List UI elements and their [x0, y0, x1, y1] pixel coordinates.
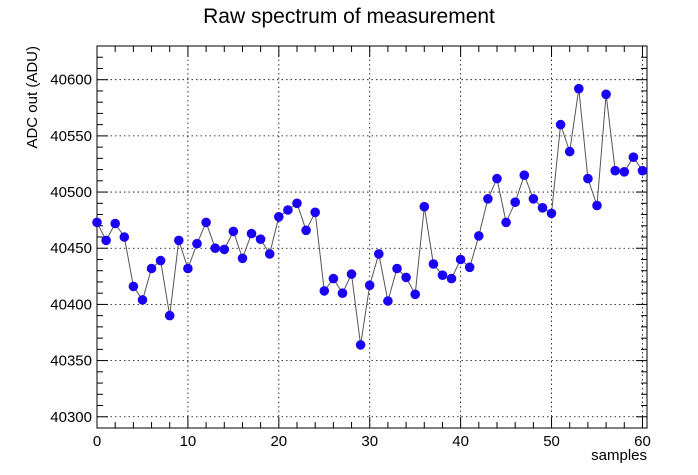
data-point — [101, 236, 111, 246]
x-tick-label: 10 — [180, 433, 197, 450]
x-tick-label: 20 — [270, 433, 287, 450]
data-point — [392, 264, 402, 274]
data-point — [356, 340, 366, 350]
x-tick-label: 0 — [93, 433, 101, 450]
x-axis-label: samples — [591, 447, 647, 464]
data-point — [565, 147, 575, 157]
data-point — [192, 239, 202, 249]
data-point — [610, 166, 620, 176]
data-point — [201, 218, 211, 228]
data-point — [547, 209, 557, 219]
data-point — [310, 208, 320, 218]
data-point — [174, 236, 184, 246]
y-axis-label: ADC out (ADU) — [24, 46, 41, 149]
data-point — [620, 167, 630, 177]
data-point — [220, 245, 230, 255]
data-point — [529, 194, 539, 204]
chart-title: Raw spectrum of measurement — [203, 5, 495, 28]
x-tick-label: 30 — [361, 433, 378, 450]
x-tick-labels: 0 10 20 30 40 50 60 — [93, 433, 651, 450]
data-point — [410, 290, 420, 300]
x-tick-label: 50 — [543, 433, 560, 450]
data-point — [110, 219, 120, 229]
data-point — [229, 227, 239, 237]
data-point — [120, 232, 130, 242]
data-point — [301, 226, 311, 236]
y-tick-label: 40550 — [50, 128, 92, 145]
data-point — [247, 229, 257, 239]
data-point — [483, 194, 493, 204]
data-point — [374, 249, 384, 259]
data-point — [256, 234, 266, 244]
data-point — [238, 253, 248, 263]
data-point — [583, 174, 593, 184]
y-tick-labels: 40300 40350 40400 40450 40500 40550 40600 — [50, 72, 92, 426]
data-point — [420, 202, 430, 212]
x-tick-label: 40 — [452, 433, 469, 450]
y-tick-label: 40300 — [50, 409, 92, 426]
data-point — [601, 90, 611, 100]
data-point — [329, 274, 339, 284]
data-point — [365, 281, 375, 291]
data-point — [592, 201, 602, 211]
data-point — [147, 264, 157, 274]
data-point — [274, 212, 284, 222]
data-point — [492, 174, 502, 184]
data-point — [165, 311, 175, 321]
data-point — [383, 296, 393, 306]
data-point — [401, 273, 411, 283]
data-point — [438, 270, 448, 280]
data-point — [501, 218, 511, 228]
data-point — [292, 199, 302, 209]
data-point — [538, 203, 548, 213]
data-point — [347, 269, 357, 279]
data-point — [574, 84, 584, 94]
data-point — [474, 231, 484, 241]
data-point — [156, 256, 166, 266]
data-point — [320, 286, 330, 296]
y-tick-label: 40400 — [50, 296, 92, 313]
data-point — [183, 264, 193, 274]
y-tick-label: 40500 — [50, 184, 92, 201]
y-tick-label: 40600 — [50, 72, 92, 89]
data-point — [210, 243, 220, 253]
data-point — [429, 259, 439, 269]
data-point — [638, 166, 648, 176]
data-point — [129, 282, 139, 292]
data-point — [456, 255, 466, 265]
data-point — [556, 120, 566, 130]
data-point — [520, 170, 530, 180]
data-point — [92, 218, 102, 228]
data-point — [283, 205, 293, 215]
data-point — [510, 197, 520, 207]
data-point — [338, 288, 348, 298]
data-point — [447, 274, 457, 284]
y-tick-label: 40350 — [50, 353, 92, 370]
y-tick-label: 40450 — [50, 240, 92, 257]
data-point — [465, 263, 475, 273]
data-point — [265, 249, 275, 259]
data-point — [629, 152, 639, 162]
data-point — [138, 295, 148, 305]
